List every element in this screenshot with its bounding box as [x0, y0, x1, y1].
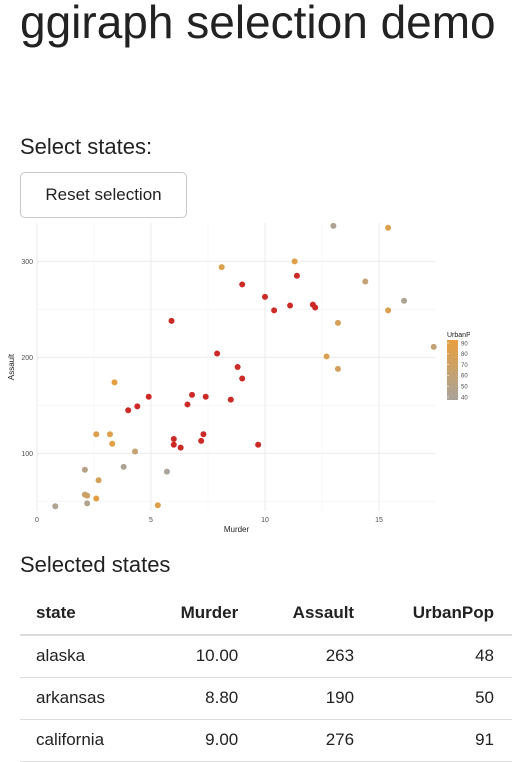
- data-point: [385, 224, 392, 231]
- data-point: [170, 436, 177, 442]
- selected-states-heading: Selected states: [20, 552, 171, 577]
- data-point: [362, 278, 369, 285]
- data-point: [163, 468, 170, 475]
- data-point: [84, 492, 91, 499]
- reset-selection-button[interactable]: Reset selection: [20, 172, 187, 218]
- data-point: [109, 440, 116, 447]
- legend-tick-label: 50: [461, 385, 468, 391]
- cell-urbanpop: 50: [372, 677, 512, 720]
- data-point: [271, 307, 278, 314]
- data-point: [255, 441, 262, 448]
- column-header-urbanpop: UrbanPop: [372, 592, 512, 636]
- selected-states-table: state Murder Assault UrbanPop alaska 10.…: [20, 592, 512, 762]
- cell-murder: 10.00: [145, 635, 257, 678]
- legend-colorbar: [447, 340, 458, 400]
- cell-murder: 8.80: [145, 677, 257, 720]
- data-point: [401, 297, 408, 304]
- x-tick-label: 10: [261, 517, 269, 524]
- data-point: [239, 281, 246, 288]
- y-tick-label: 300: [21, 259, 33, 266]
- data-point: [262, 293, 268, 300]
- legend-tick-label: 70: [461, 363, 468, 369]
- column-header-state: state: [20, 592, 146, 636]
- data-point: [120, 463, 127, 470]
- column-header-assault: Assault: [256, 592, 373, 636]
- scatter-plot[interactable]: 0 5 10 15 100 200 300 Murder Assault UrbanPop 90 80…: [0, 220, 470, 542]
- page-title: ggiraph selection demo: [20, 0, 496, 48]
- column-header-murder: Murder: [145, 592, 257, 636]
- legend-tick-label: 90: [461, 341, 468, 347]
- x-tick-label: 15: [375, 517, 383, 524]
- data-point: [189, 391, 196, 398]
- cell-state: arkansas: [20, 677, 146, 720]
- y-axis-title: Assault: [7, 353, 16, 380]
- data-point: [111, 379, 118, 386]
- data-point: [291, 258, 298, 265]
- cell-murder: 9.00: [145, 719, 257, 762]
- table-header-row: state Murder Assault UrbanPop: [20, 592, 512, 636]
- legend-tick-label: 80: [461, 352, 468, 358]
- cell-state: alaska: [20, 635, 146, 678]
- table-row: california 9.00 276 91: [20, 719, 512, 762]
- cell-assault: 263: [256, 635, 373, 678]
- cell-urbanpop: 48: [372, 635, 512, 678]
- data-point: [93, 431, 100, 438]
- data-point: [385, 307, 392, 314]
- select-states-heading: Select states:: [20, 134, 153, 159]
- y-tick-label: 200: [21, 355, 33, 362]
- data-point: [330, 222, 337, 229]
- cell-assault: 276: [256, 719, 373, 762]
- cell-state: california: [20, 719, 146, 762]
- data-point: [125, 407, 132, 414]
- data-point: [184, 401, 191, 408]
- data-point: [293, 272, 300, 279]
- data-point: [81, 466, 88, 473]
- x-tick-label: 5: [149, 517, 153, 524]
- data-point: [227, 396, 234, 403]
- data-point: [312, 304, 319, 311]
- data-point: [287, 302, 294, 309]
- cell-assault: 190: [256, 677, 373, 720]
- data-point: [323, 353, 330, 360]
- data-point: [234, 364, 241, 370]
- data-point: [334, 319, 341, 326]
- data-point: [200, 431, 207, 438]
- legend-title: UrbanPop: [447, 332, 470, 339]
- data-point: [134, 403, 141, 410]
- cell-urbanpop: 91: [372, 719, 512, 762]
- table-row: alaska 10.00 263 48: [20, 635, 512, 678]
- data-point: [214, 350, 221, 357]
- data-point: [145, 393, 152, 400]
- data-point: [132, 448, 139, 455]
- data-point: [177, 444, 184, 451]
- data-point: [170, 441, 177, 448]
- data-point: [202, 393, 209, 400]
- data-point: [430, 343, 437, 350]
- legend-tick-label: 40: [461, 395, 468, 401]
- y-tick-label: 100: [21, 451, 33, 458]
- data-point: [334, 365, 341, 372]
- data-point: [218, 264, 225, 271]
- data-point: [154, 502, 161, 509]
- data-point: [84, 500, 91, 507]
- data-point: [93, 495, 100, 502]
- data-point: [95, 477, 102, 484]
- legend-tick-label: 60: [461, 374, 468, 380]
- data-point: [52, 503, 59, 510]
- data-point: [168, 317, 175, 324]
- data-point: [106, 431, 113, 438]
- x-tick-label: 0: [35, 517, 39, 524]
- table-row: arkansas 8.80 190 50: [20, 677, 512, 720]
- data-point: [239, 375, 246, 382]
- data-point: [198, 437, 205, 444]
- x-axis-title: Murder: [224, 525, 250, 534]
